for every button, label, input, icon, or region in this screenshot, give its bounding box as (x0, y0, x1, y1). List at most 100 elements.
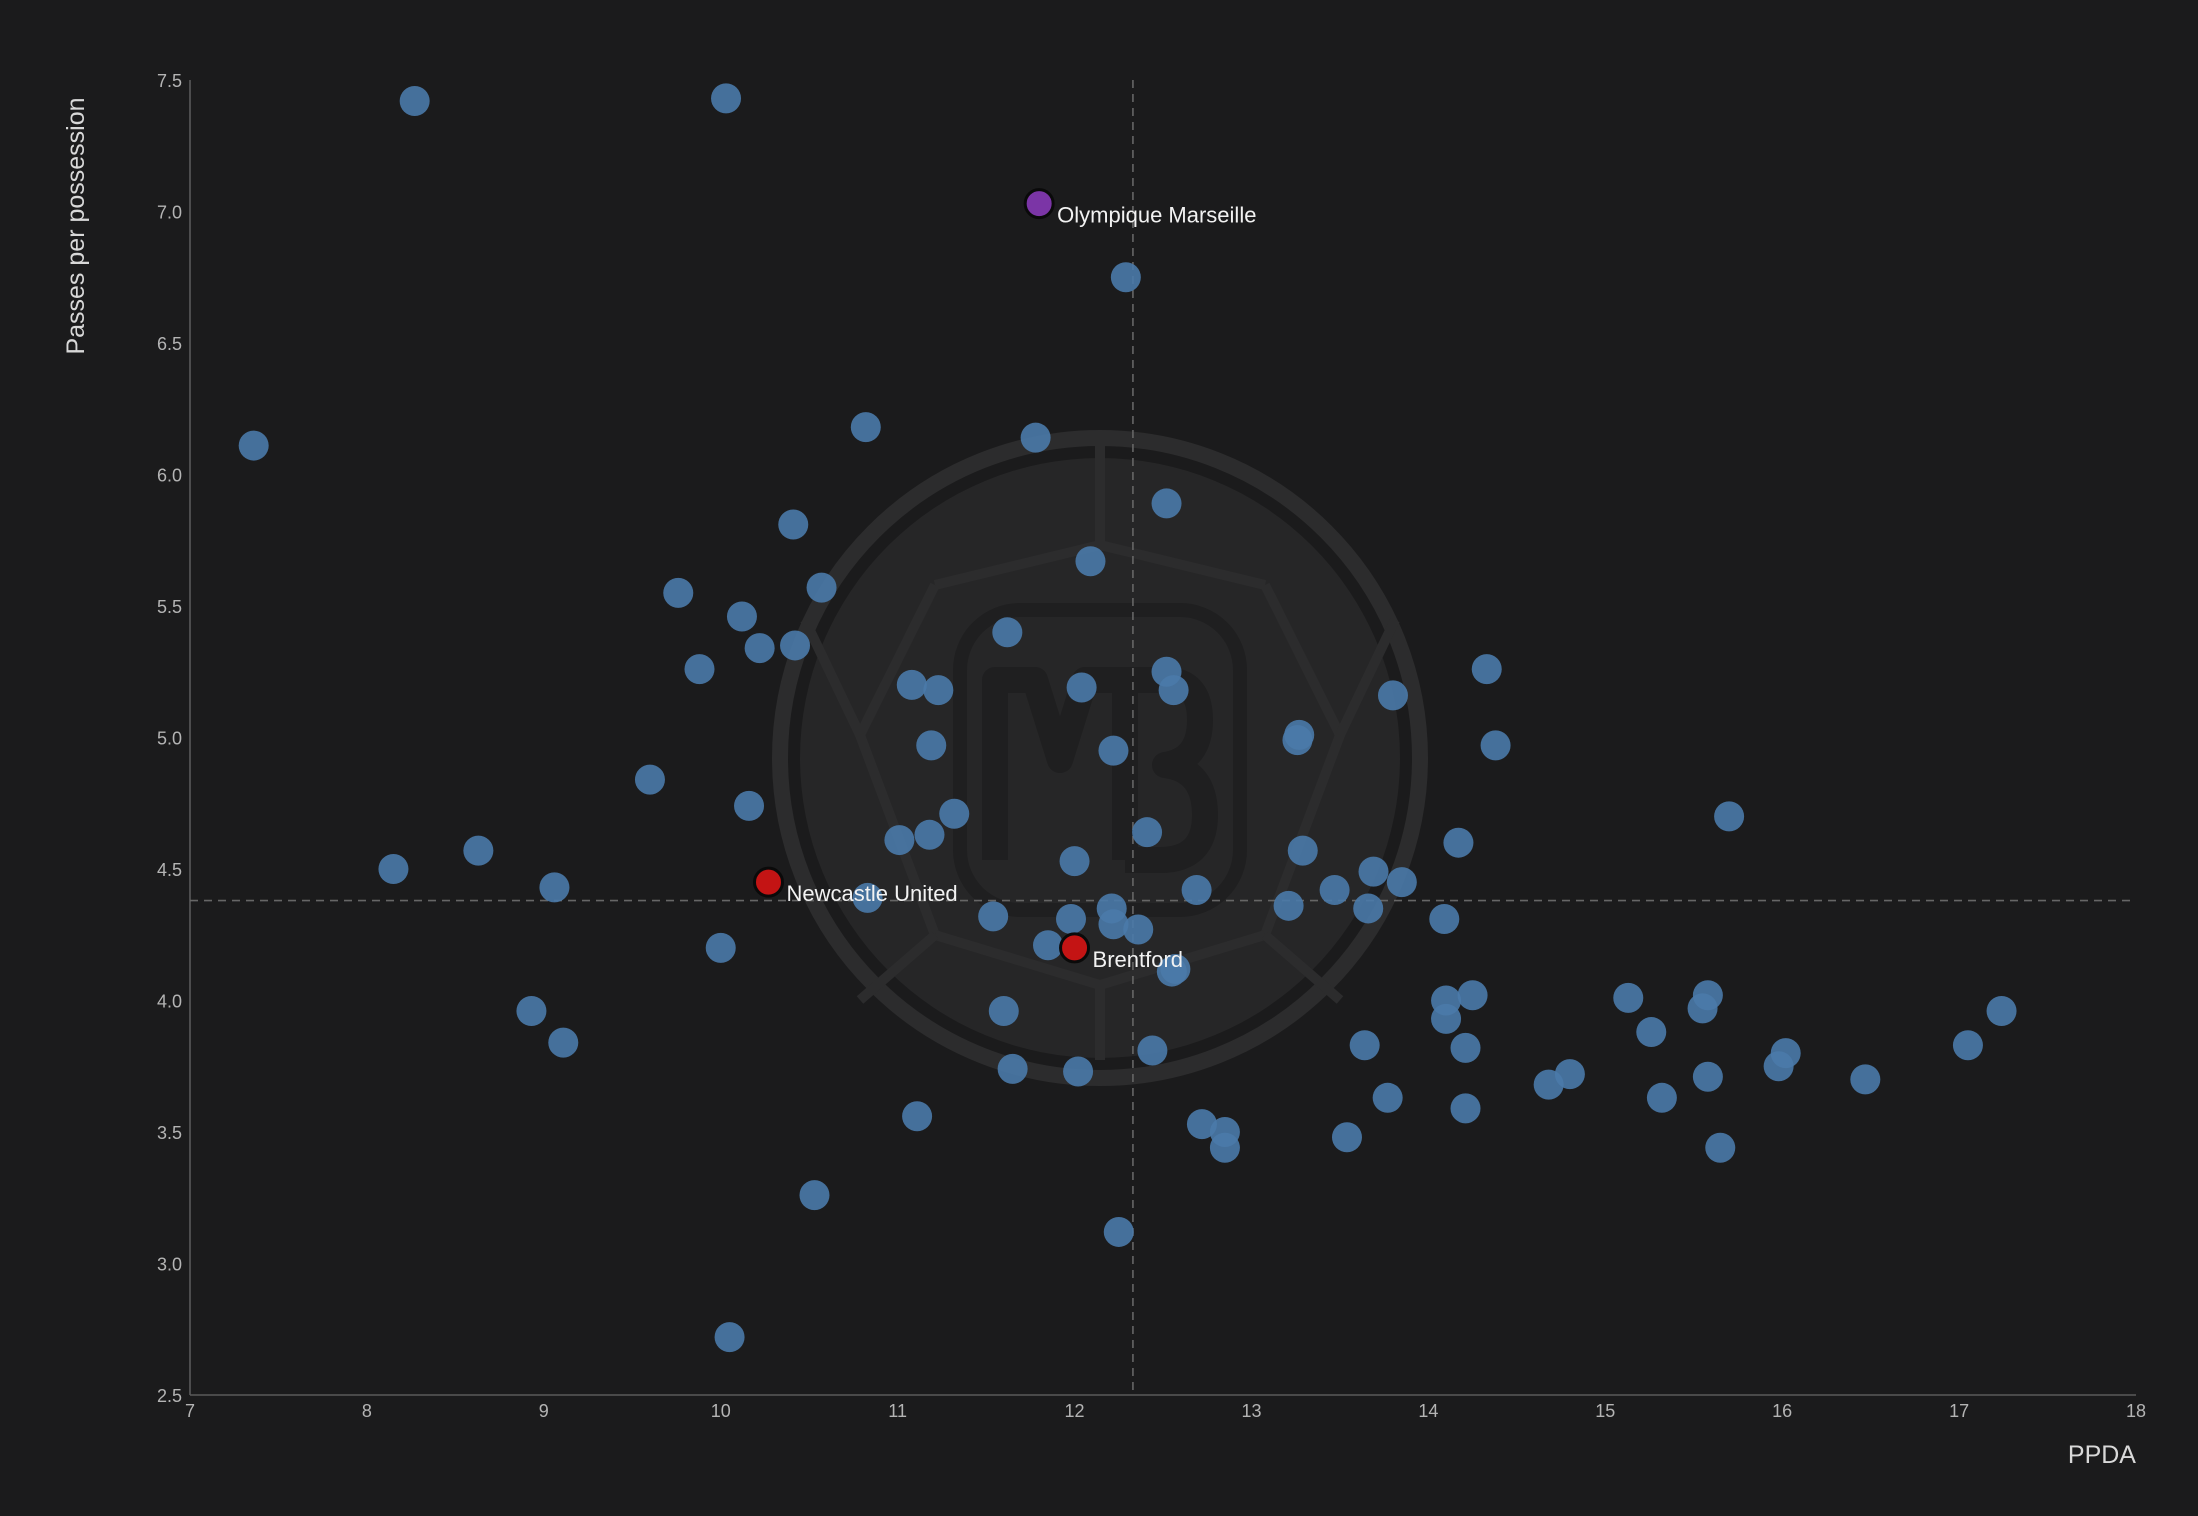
team-point (1646, 1082, 1677, 1113)
team-point (1349, 1030, 1380, 1061)
team-point (1209, 1132, 1240, 1163)
team-point (1158, 675, 1189, 706)
team-point (1284, 719, 1315, 750)
team-point (705, 932, 736, 963)
team-point (1431, 1003, 1462, 1034)
team-point (634, 764, 665, 795)
team-point (780, 630, 811, 661)
team-point (463, 835, 494, 866)
team-point (1714, 801, 1745, 832)
y-tick-label: 7.0 (157, 203, 182, 223)
team-point (1613, 982, 1644, 1013)
team-point (1763, 1051, 1794, 1082)
y-tick-label: 3.5 (157, 1123, 182, 1143)
x-tick-label: 18 (2126, 1401, 2146, 1421)
x-tick-label: 14 (1418, 1401, 1438, 1421)
highlighted-team-label: Newcastle United (786, 881, 957, 906)
y-tick-label: 6.5 (157, 334, 182, 354)
team-point (1705, 1132, 1736, 1163)
team-point (1377, 680, 1408, 711)
highlighted-team-point (1023, 188, 1055, 220)
y-tick-label: 4.0 (157, 992, 182, 1012)
y-tick-labels: 2.5 3.0 3.5 4.0 4.5 5.0 5.5 6.0 6.5 7.0 7.5 (157, 71, 182, 1406)
team-point (1986, 996, 2017, 1027)
team-point (1480, 730, 1511, 761)
x-tick-label: 17 (1949, 1401, 1969, 1421)
team-point (1457, 980, 1488, 1011)
x-tick-labels: 7 8 9 10 11 12 13 14 15 16 17 18 (185, 1401, 2146, 1421)
team-point (1181, 875, 1212, 906)
team-point (896, 669, 927, 700)
team-point (539, 872, 570, 903)
team-point (399, 86, 430, 117)
team-point (1059, 846, 1090, 877)
team-point (939, 798, 970, 829)
team-point (884, 825, 915, 856)
team-point (1075, 546, 1106, 577)
team-point (744, 633, 775, 664)
team-point (1186, 1109, 1217, 1140)
y-tick-label: 2.5 (157, 1386, 182, 1406)
team-point (1386, 867, 1417, 898)
team-point (923, 675, 954, 706)
x-tick-label: 10 (711, 1401, 731, 1421)
team-point (978, 901, 1009, 932)
highlighted-team-point (1059, 932, 1091, 964)
team-point (1692, 1061, 1723, 1092)
x-tick-label: 7 (185, 1401, 195, 1421)
team-point (548, 1027, 579, 1058)
x-tick-label: 13 (1241, 1401, 1261, 1421)
team-point (1033, 930, 1064, 961)
highlighted-team-label: Olympique Marseille (1057, 203, 1256, 228)
team-point (684, 654, 715, 685)
team-point (1137, 1035, 1168, 1066)
team-point (1160, 953, 1191, 984)
team-point (1471, 654, 1502, 685)
team-point (1098, 735, 1129, 766)
watermark-logo (772, 430, 1428, 1086)
team-point (1692, 980, 1723, 1011)
team-point (1066, 672, 1097, 703)
team-point (916, 730, 947, 761)
highlighted-team-point (752, 866, 784, 898)
team-point (1132, 817, 1163, 848)
team-point (1850, 1064, 1881, 1095)
x-axis-label: PPDA (2068, 1441, 2136, 1469)
team-point (778, 509, 809, 540)
team-point (516, 996, 547, 1027)
team-point (1103, 1216, 1134, 1247)
team-point (1056, 903, 1087, 934)
team-point (1358, 856, 1389, 887)
team-point (663, 577, 694, 608)
team-point (852, 882, 883, 913)
team-point (1098, 909, 1129, 940)
team-point (806, 572, 837, 603)
team-point (902, 1101, 933, 1132)
team-point (1273, 890, 1304, 921)
team-point (1319, 875, 1350, 906)
team-point (914, 819, 945, 850)
team-point (1353, 893, 1384, 924)
y-tick-label: 6.0 (157, 466, 182, 486)
team-point (378, 854, 409, 884)
x-tick-label: 12 (1065, 1401, 1085, 1421)
y-tick-label: 7.5 (157, 71, 182, 91)
team-point (992, 617, 1023, 648)
team-point (850, 412, 881, 443)
team-point (734, 790, 765, 821)
team-point (714, 1322, 745, 1353)
y-tick-label: 5.5 (157, 597, 182, 617)
team-point (238, 430, 269, 461)
team-point (1372, 1082, 1403, 1113)
team-point (1450, 1093, 1481, 1124)
team-point (1151, 488, 1182, 519)
team-point (1287, 835, 1318, 866)
y-tick-label: 5.0 (157, 729, 182, 749)
highlighted-teams: Olympique Marseille Newcastle United Brent… (752, 188, 1256, 972)
team-point (711, 83, 742, 114)
team-point (1443, 827, 1474, 858)
team-point (726, 601, 757, 632)
team-point (1110, 262, 1141, 293)
